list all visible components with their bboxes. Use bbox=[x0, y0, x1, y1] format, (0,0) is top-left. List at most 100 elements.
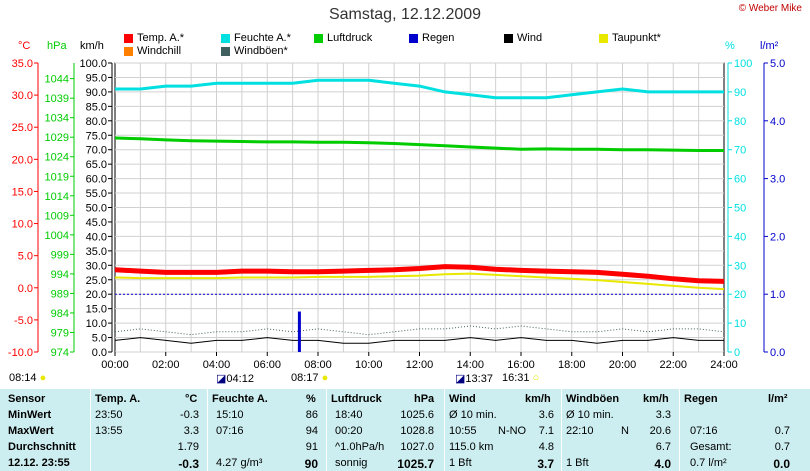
stats-cell-press-time: ^1.0hPa/h bbox=[335, 441, 385, 453]
axis-label-humidity: 80 bbox=[734, 116, 746, 128]
stats-cell-gust: 4.0 bbox=[654, 457, 671, 471]
stats-cell-hum: 91 bbox=[305, 441, 318, 453]
axis-unit-wind: km/h bbox=[80, 40, 104, 52]
stats-header-wind-unit: km/h bbox=[525, 393, 551, 405]
stats-cell-rain-desc: Gesamt: bbox=[690, 441, 732, 453]
stats-cell-gust: 20.6 bbox=[649, 425, 671, 437]
stats-header-rain: Regen bbox=[684, 393, 718, 405]
stats-header-humidity-unit: % bbox=[306, 393, 316, 405]
legend-swatch-humidity bbox=[221, 33, 230, 43]
axis-label-humidity: 30 bbox=[734, 260, 746, 272]
legend-label-dewpoint: Taupunkt* bbox=[612, 32, 661, 44]
axis-label-wind: 10.0 bbox=[86, 318, 107, 330]
axis-label-wind: 20.0 bbox=[86, 289, 107, 301]
moonset-info: ◪13:37 bbox=[455, 372, 493, 385]
axis-label-rain: 3.0 bbox=[770, 174, 785, 186]
divider bbox=[207, 389, 208, 471]
x-tick-label: 18:00 bbox=[558, 359, 586, 371]
axis-label-humidity: 0 bbox=[734, 347, 740, 359]
axis-unit-pressure: hPa bbox=[47, 40, 67, 52]
axis-label-humidity: 60 bbox=[734, 174, 746, 186]
series-line-windb-en- bbox=[114, 325, 725, 336]
stats-cell-wind-desc: 10:55 bbox=[449, 425, 477, 437]
legend-swatch-wind bbox=[504, 33, 513, 43]
x-tick-label: 22:00 bbox=[659, 359, 687, 371]
stats-cell-rain: 0.7 bbox=[774, 441, 790, 453]
axis-label-pressure: 1019 bbox=[45, 171, 69, 183]
axis-label-wind: 80.0 bbox=[86, 116, 107, 128]
axis-label-temp: 10.0 bbox=[12, 219, 33, 231]
stats-cell-press-time: 00:20 bbox=[335, 425, 363, 437]
x-tick-label: 24:00 bbox=[710, 359, 738, 371]
axis-label-temp: 5.0 bbox=[18, 251, 33, 263]
stats-cell-label: 12.12. 23:55 bbox=[8, 457, 70, 469]
legend-label-pressure: Luftdruck bbox=[327, 32, 373, 44]
chart-series bbox=[114, 78, 725, 352]
stats-table: Sensor Temp. A. °C Feuchte A. % Luftdruc… bbox=[0, 389, 810, 471]
axis-label-rain: 2.0 bbox=[770, 231, 785, 243]
axis-label-pressure: 1044 bbox=[45, 74, 69, 86]
chart-axes: 35.0 30.0 25.0 20.0 15.0 10.0 5.0 0.0 -5.0 -10.0 1… bbox=[8, 58, 785, 359]
stats-cell-gust-desc: Ø 10 min. bbox=[566, 409, 614, 421]
stats-cell-press-time: sonnig bbox=[335, 457, 368, 469]
stats-cell-press: 1027.0 bbox=[400, 441, 434, 453]
stats-header-pressure-unit: hPa bbox=[414, 393, 435, 405]
axis-label-wind: 35.0 bbox=[86, 246, 107, 258]
stats-cell-wind: 7.1 bbox=[538, 425, 554, 437]
chart-title: Samstag, 12.12.2009 bbox=[328, 6, 482, 23]
legend-item-dewpoint: Taupunkt* bbox=[599, 32, 661, 44]
stats-cell-gust-desc: 1 Bft bbox=[566, 457, 589, 469]
sunset-icon: ○ bbox=[532, 372, 540, 384]
axis-unit-temp: °C bbox=[18, 40, 31, 52]
stats-cell-wind-desc: 1 Bft bbox=[449, 457, 472, 469]
axis-label-wind: 60.0 bbox=[86, 174, 107, 186]
stats-cell-hum: 86 bbox=[305, 409, 318, 421]
axis-label-wind: 0.0 bbox=[92, 347, 107, 359]
sunset-time: 16:31 bbox=[502, 372, 530, 384]
sunset-info: 16:31 ○ bbox=[502, 372, 539, 384]
axis-label-temp: 0.0 bbox=[18, 283, 33, 295]
stats-cell-gust: 6.7 bbox=[655, 441, 671, 453]
legend-item-gust: Windböen* bbox=[221, 45, 288, 57]
axis-label-pressure: 994 bbox=[51, 269, 69, 281]
axis-label-rain: 0.0 bbox=[770, 347, 785, 359]
copyright-text: © Weber Mike bbox=[738, 3, 802, 14]
axis-label-temp: -5.0 bbox=[14, 315, 33, 327]
axis-label-pressure: 989 bbox=[51, 288, 69, 300]
legend-swatch-rain bbox=[409, 33, 418, 43]
legend-label-windchill: Windchill bbox=[137, 45, 182, 57]
stats-header-pressure: Luftdruck bbox=[331, 393, 382, 405]
axis-unit-rain: l/m² bbox=[760, 40, 779, 52]
stats-cell-gust-desc: 22:10 bbox=[566, 425, 594, 437]
stats-cell-label: MaxWert bbox=[8, 425, 54, 437]
stats-cell-gust: 3.3 bbox=[655, 409, 671, 421]
axis-label-humidity: 50 bbox=[734, 203, 746, 215]
legend-label-rain: Regen bbox=[422, 32, 455, 44]
axis-label-pressure: 1024 bbox=[45, 152, 69, 164]
axis-label-wind: 95.0 bbox=[86, 72, 107, 84]
axis-label-temp: 20.0 bbox=[12, 154, 33, 166]
stats-cell-wind-desc: 115.0 km bbox=[449, 441, 494, 453]
axis-label-temp: 30.0 bbox=[12, 90, 33, 102]
axis-label-wind: 30.0 bbox=[86, 260, 107, 272]
axis-label-wind: 55.0 bbox=[86, 188, 107, 200]
x-tick-label: 00:00 bbox=[101, 359, 129, 371]
axis-label-humidity: 100 bbox=[734, 58, 752, 70]
stats-cell-wind: 4.8 bbox=[538, 441, 554, 453]
x-tick-label: 04:00 bbox=[203, 359, 231, 371]
stats-header-gust-unit: km/h bbox=[643, 393, 669, 405]
x-tick-label: 10:00 bbox=[355, 359, 383, 371]
axis-label-humidity: 70 bbox=[734, 145, 746, 157]
axis-label-wind: 15.0 bbox=[86, 304, 107, 316]
legend-label-humidity: Feuchte A.* bbox=[234, 32, 291, 44]
x-tick-label: 06:00 bbox=[253, 359, 281, 371]
legend-item-rain: Regen bbox=[409, 32, 454, 44]
moonset-time: 13:37 bbox=[465, 373, 493, 385]
stats-cell-rain: 0.7 bbox=[774, 425, 790, 437]
stats-cell-label: Durchschnitt bbox=[8, 441, 76, 453]
stats-cell-hum-time: 15:10 bbox=[216, 409, 244, 421]
stats-cell-rain-desc: 07:16 bbox=[690, 425, 718, 437]
divider bbox=[326, 389, 327, 471]
axis-label-pressure: 1014 bbox=[45, 191, 69, 203]
series-line-luftdruck bbox=[114, 136, 724, 152]
